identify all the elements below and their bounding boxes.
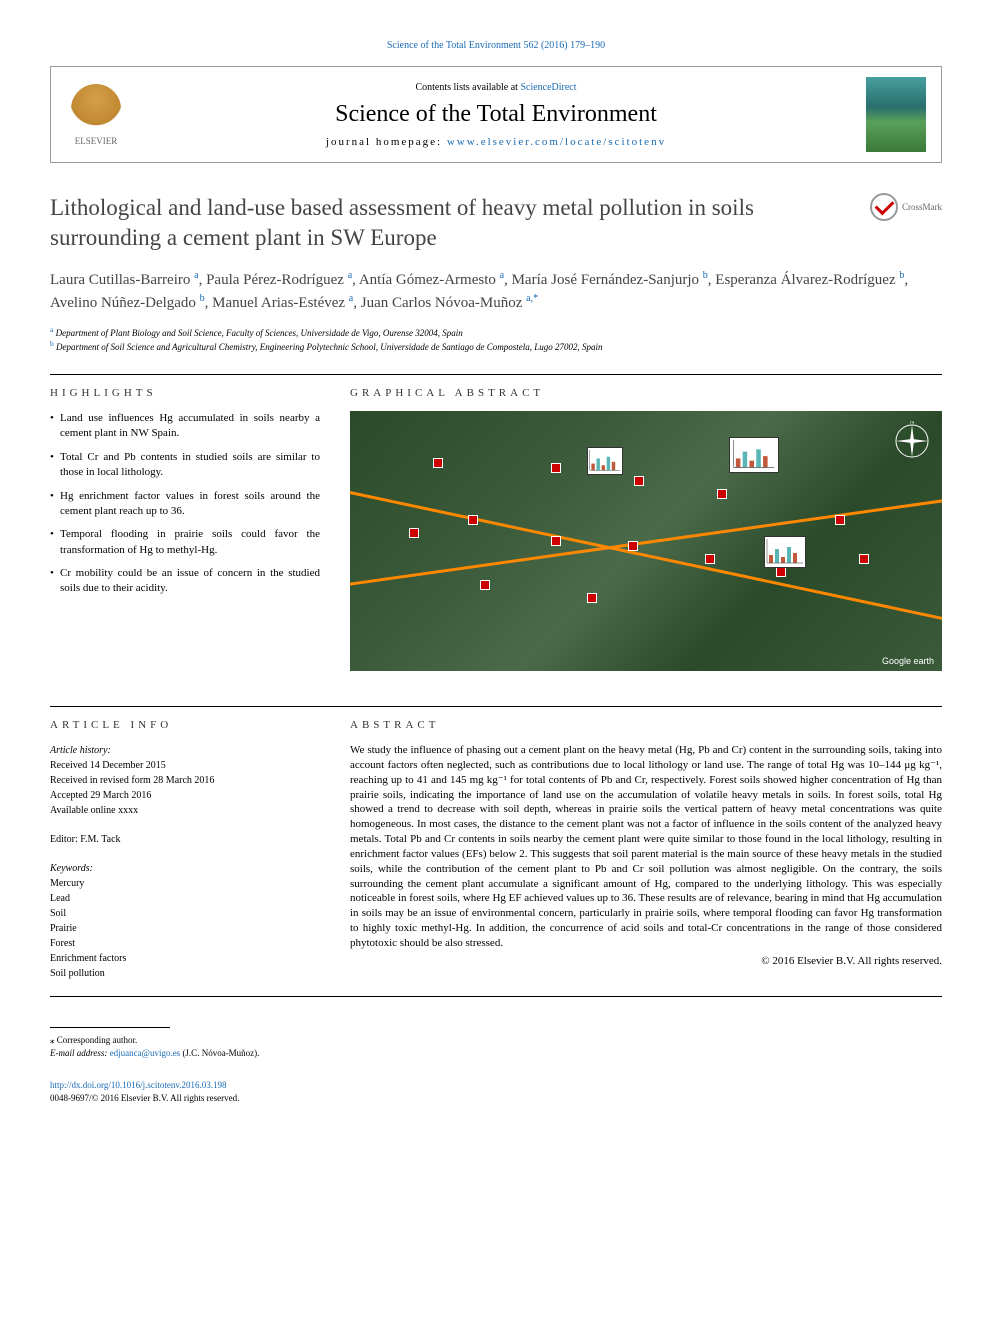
affiliations: a Department of Plant Biology and Soil S… [50,325,942,354]
keyword-item: Soil pollution [50,966,320,981]
keyword-item: Prairie [50,921,320,936]
map-marker [468,515,478,525]
highlight-item: Cr mobility could be an issue of concern… [50,566,320,597]
article-info: Article history: Received 14 December 20… [50,743,320,981]
map-marker [634,476,644,486]
article-title: Lithological and land-use based assessme… [50,193,855,253]
inset-chart [729,437,779,473]
map-marker [859,554,869,564]
map-marker [705,554,715,564]
footer-info: http://dx.doi.org/10.1016/j.scitotenv.20… [50,1079,942,1104]
corresponding-author: ⁎ Corresponding author. E-mail address: … [50,1034,942,1059]
keyword-item: Lead [50,891,320,906]
journal-header: ELSEVIER Contents lists available at Sci… [50,66,942,163]
journal-name: Science of the Total Environment [146,101,846,128]
map-marker [551,463,561,473]
keyword-item: Mercury [50,876,320,891]
inset-chart [764,536,806,568]
inset-chart [587,447,623,475]
keyword-item: Enrichment factors [50,951,320,966]
journal-cover-icon [866,77,926,152]
map-marker [717,489,727,499]
highlight-item: Hg enrichment factor values in forest so… [50,489,320,520]
map-marker [551,536,561,546]
journal-ref-link[interactable]: Science of the Total Environment 562 (20… [50,40,942,51]
map-marker [587,593,597,603]
homepage-link[interactable]: www.elsevier.com/locate/scitotenv [447,136,666,148]
abstract-text: We study the influence of phasing out a … [350,743,942,969]
journal-homepage: journal homepage: www.elsevier.com/locat… [146,136,846,148]
graphical-abstract-heading: GRAPHICAL ABSTRACT [350,387,942,399]
elsevier-logo: ELSEVIER [66,80,126,150]
map-marker [433,458,443,468]
doi-link[interactable]: http://dx.doi.org/10.1016/j.scitotenv.20… [50,1080,227,1090]
crossmark-icon [870,193,898,221]
highlight-item: Land use influences Hg accumulated in so… [50,411,320,442]
google-earth-label: Google earth [882,656,934,666]
crossmark-badge[interactable]: CrossMark [870,193,942,221]
svg-text:N: N [910,421,915,426]
keyword-item: Soil [50,906,320,921]
highlights-heading: HIGHLIGHTS [50,387,320,399]
article-info-heading: ARTICLE INFO [50,719,320,731]
map-marker [628,541,638,551]
map-marker [835,515,845,525]
abstract-heading: ABSTRACT [350,719,942,731]
email-link[interactable]: edjuanca@uvigo.es [110,1048,181,1058]
compass-icon: N [892,421,932,461]
map-marker [409,528,419,538]
keyword-item: Forest [50,936,320,951]
highlights-list: Land use influences Hg accumulated in so… [50,411,320,597]
highlight-item: Total Cr and Pb contents in studied soil… [50,450,320,481]
authors-list: Laura Cutillas-Barreiro a, Paula Pérez-R… [50,268,942,315]
contents-lists: Contents lists available at ScienceDirec… [146,82,846,93]
graphical-abstract-image: N Google earth [350,411,942,671]
sciencedirect-link[interactable]: ScienceDirect [520,82,576,93]
map-marker [480,580,490,590]
highlight-item: Temporal flooding in prairie soils could… [50,527,320,558]
